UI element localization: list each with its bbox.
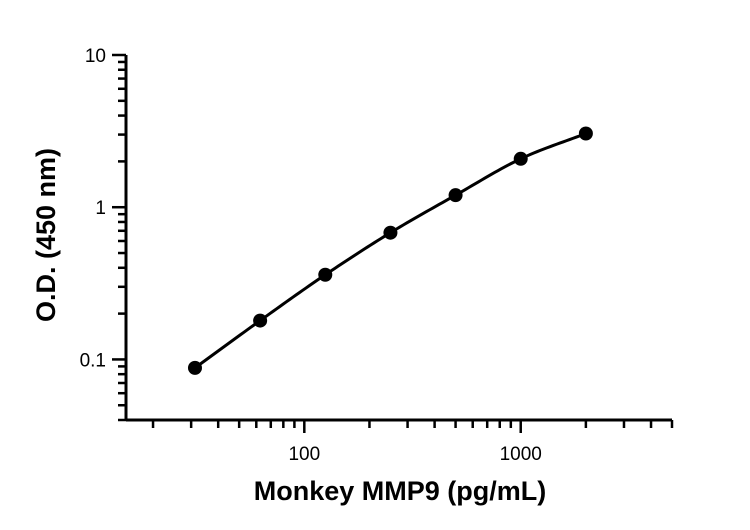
data-point <box>253 313 268 328</box>
fit-curve-group <box>194 132 587 370</box>
y-tick-label: 1 <box>95 198 106 219</box>
y-axis: 0.1 1 10 <box>80 46 128 422</box>
data-point <box>513 151 528 166</box>
x-axis-title: Monkey MMP9 (pg/mL) <box>254 476 547 506</box>
x-axis: 100 1000 <box>126 418 674 465</box>
x-tick-label: 1000 <box>500 444 542 465</box>
data-point <box>383 225 398 240</box>
data-point <box>578 126 593 141</box>
data-points-group <box>187 126 593 375</box>
data-point <box>448 188 463 203</box>
y-tick-label: 10 <box>85 46 106 67</box>
x-tick-label: 100 <box>288 444 320 465</box>
y-axis-title: O.D. (450 nm) <box>31 148 61 322</box>
data-point <box>318 267 333 282</box>
fit-curve-line <box>194 132 587 370</box>
data-point <box>187 360 202 375</box>
y-tick-label: 0.1 <box>80 350 106 371</box>
